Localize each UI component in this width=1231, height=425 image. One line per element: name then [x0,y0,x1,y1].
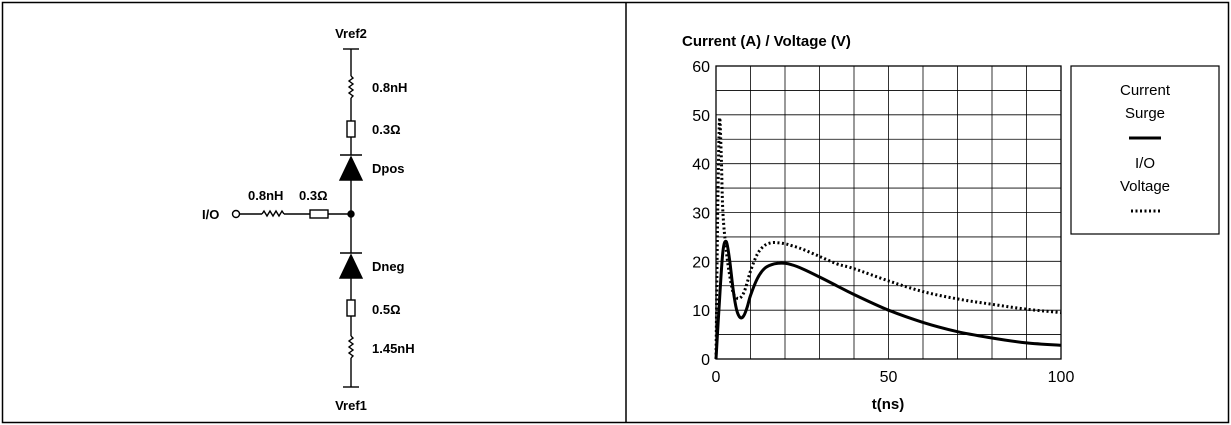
x-axis-label: t(ns) [872,396,905,413]
y-tick-label: 60 [692,59,710,76]
dpos-label: Dpos [372,161,405,176]
x-tick-label: 100 [1048,369,1075,386]
io-resistor-symbol [309,209,329,219]
legend-voltage-label-1: I/O [1135,155,1155,172]
io-inductor-label: 0.8nH [248,188,283,203]
vref2-label: Vref2 [335,26,367,41]
x-tick-label: 50 [880,369,898,386]
chart-grid [716,66,1061,359]
y-tick-label: 20 [692,254,710,271]
circuit-diagram [231,48,364,388]
lower-resistor-label: 0.5Ω [372,302,401,317]
dneg-label: Dneg [372,259,405,274]
x-axis-ticks: 0 50 100 [712,369,1075,386]
series-line-io-voltage [714,116,1062,360]
y-axis-ticks: 0 10 20 30 40 50 60 [692,59,710,369]
io-label: I/O [202,207,219,222]
series-line-current-surge [714,239,1062,360]
io-resistor-label: 0.3Ω [299,188,328,203]
upper-resistor-symbol [346,120,356,138]
legend-box [1070,65,1220,235]
lower-inductor-symbol [347,335,355,359]
y-tick-label: 50 [692,108,710,125]
plot-area-border [715,65,1062,360]
y-tick-label: 0 [701,352,710,369]
dneg-diode-symbol [338,253,364,279]
io-inductor-symbol [261,209,285,218]
chart-title: Current (A) / Voltage (V) [682,33,851,50]
chart-series [714,116,1062,360]
x-tick-label: 0 [712,369,721,386]
y-tick-label: 10 [692,303,710,320]
legend-current-label-2: Surge [1125,105,1165,122]
upper-inductor-label: 0.8nH [372,80,407,95]
vref1-label: Vref1 [335,398,367,413]
upper-resistor-label: 0.3Ω [372,122,401,137]
circuit-labels: Vref2 0.8nH 0.3Ω Dpos 0.8nH 0.3Ω I/O Dne… [202,26,415,413]
chart: Current (A) / Voltage (V) 0102030405060 … [682,33,1220,413]
lower-inductor-label: 1.45nH [372,341,415,356]
io-terminal [231,209,241,219]
lower-resistor-symbol [346,299,356,317]
y-tick-label: 40 [692,157,710,174]
upper-inductor-symbol [347,75,355,99]
chart-legend: Current Surge I/O Voltage [1070,65,1220,235]
y-tick-label: 30 [692,206,710,223]
dpos-diode-symbol [338,155,364,181]
legend-current-label-1: Current [1120,82,1171,99]
legend-voltage-label-2: Voltage [1120,178,1170,195]
